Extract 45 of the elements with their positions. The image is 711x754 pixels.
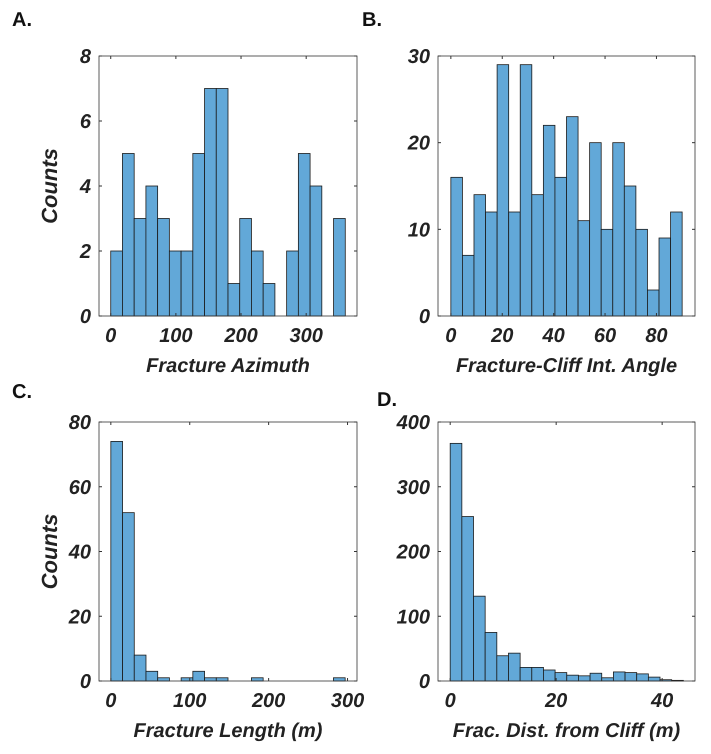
y-tick-label: 100: [396, 606, 430, 628]
x-tick-label: 40: [650, 690, 674, 712]
x-tick-label: 100: [173, 690, 206, 712]
y-tick-label: 60: [68, 476, 91, 499]
x-tick-label: 200: [250, 690, 286, 712]
x-tick-label: 20: [490, 325, 514, 347]
y-tick-label: 400: [396, 412, 430, 434]
x-tick-label: 20: [544, 690, 568, 712]
y-tick-label: 0: [418, 671, 430, 693]
y-tick-label: 2: [78, 241, 91, 263]
x-axis-title: Fracture Length (m): [134, 720, 323, 742]
x-tick-label: 60: [594, 325, 616, 347]
y-tick-label: 200: [396, 542, 430, 564]
x-axis-title: Fracture-Cliff Int. Angle: [456, 355, 678, 377]
x-tick-label: 0: [105, 325, 116, 347]
y-tick-label: 4: [78, 176, 91, 198]
x-tick-label: 0: [105, 690, 116, 712]
chart-title: A.: [12, 9, 32, 31]
chart-title: C.: [12, 381, 32, 403]
y-tick-label: 8: [80, 46, 92, 68]
x-tick-label: 80: [645, 325, 668, 347]
x-tick-label: 100: [159, 325, 193, 347]
x-tick-label: 0: [445, 325, 456, 347]
x-tick-label: 300: [289, 325, 323, 347]
x-axis-title: Fracture Azimuth: [146, 355, 310, 377]
chart-title: D.: [377, 389, 397, 411]
x-axis-title: Frac. Dist. from Cliff (m): [452, 720, 681, 742]
y-tick-label: 30: [408, 46, 430, 68]
y-tick-label: 0: [80, 671, 91, 693]
y-axis-title: Counts: [37, 514, 62, 590]
y-tick-label: 20: [68, 606, 91, 628]
y-tick-label: 0: [418, 306, 430, 328]
y-tick-label: 20: [406, 132, 430, 155]
x-tick-label: 300: [330, 690, 364, 712]
y-tick-label: 80: [68, 412, 91, 434]
x-tick-label: 0: [444, 690, 456, 712]
y-tick-label: 300: [396, 476, 430, 499]
y-tick-label: 0: [80, 306, 91, 328]
y-tick-label: 6: [80, 111, 92, 133]
y-tick-label: 40: [68, 542, 91, 564]
y-axis-title: Counts: [37, 148, 62, 224]
y-tick-label: 10: [408, 219, 430, 242]
chart-title: B.: [362, 9, 382, 31]
x-tick-label: 200: [223, 325, 258, 347]
x-tick-label: 40: [542, 325, 565, 347]
